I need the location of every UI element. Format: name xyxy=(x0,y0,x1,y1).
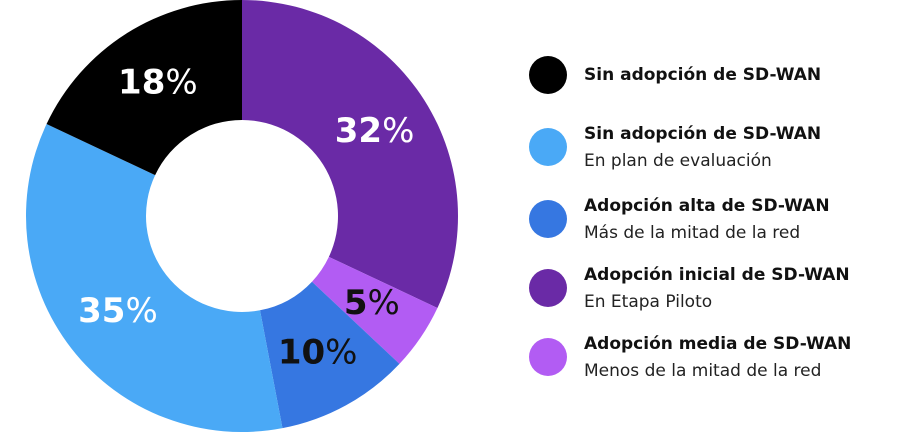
value-label: 18% xyxy=(118,62,198,102)
legend-swatch xyxy=(529,338,567,376)
legend-title: Sin adopción de SD-WAN xyxy=(584,124,821,144)
legend-title: Adopción media de SD-WAN xyxy=(584,334,851,354)
value-label: 5% xyxy=(344,283,400,323)
slice xyxy=(25,124,283,432)
slice xyxy=(311,256,438,364)
legend-subtitle: Más de la mitad de la red xyxy=(584,223,800,243)
legend-title: Sin adopción de SD-WAN xyxy=(584,65,821,85)
legend-subtitle: Menos de la mitad de la red xyxy=(584,361,821,381)
value-label: 35% xyxy=(78,291,158,331)
legend-subtitle: En plan de evaluación xyxy=(584,151,772,171)
slice xyxy=(259,281,400,429)
legend-subtitle: En Etapa Piloto xyxy=(584,292,712,312)
legend-swatch xyxy=(529,128,567,166)
legend-title: Adopción alta de SD-WAN xyxy=(584,196,830,216)
slice xyxy=(242,0,458,308)
legend-swatch xyxy=(529,200,567,238)
legend-swatch xyxy=(529,269,567,307)
slice xyxy=(46,0,242,176)
value-label: 10% xyxy=(278,332,358,372)
value-label: 32% xyxy=(335,110,415,150)
legend-swatch xyxy=(529,56,567,94)
legend-title: Adopción inicial de SD-WAN xyxy=(584,265,850,285)
